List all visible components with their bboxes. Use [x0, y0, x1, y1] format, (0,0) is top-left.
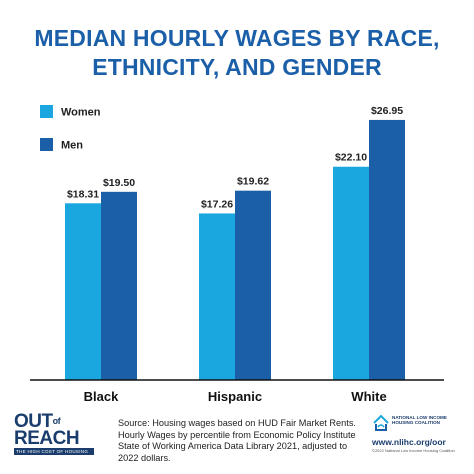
bar-white-men [369, 119, 405, 381]
house-icon [373, 414, 389, 431]
chart-title: MEDIAN HOURLY WAGES BY RACE, ETHNICITY, … [0, 24, 474, 82]
bar-label-white-women: $22.10 [335, 152, 367, 164]
bar-white-women [333, 166, 369, 380]
title-line-1: MEDIAN HOURLY WAGES BY RACE, [34, 25, 440, 51]
bar-black-men [101, 191, 137, 380]
bar-label-black-men: $19.50 [103, 177, 135, 189]
logo-out: OUT [14, 411, 53, 432]
org-url[interactable]: www.nlihc.org/oor [372, 437, 446, 447]
org-name: NATIONAL LOW INCOME HOUSING COALITION [392, 415, 447, 426]
logo-reach: REACH [14, 428, 80, 449]
category-label-hispanic: Hispanic [208, 389, 262, 404]
bar-label-white-men: $26.95 [371, 105, 403, 117]
bar-black-women [65, 203, 101, 380]
bar-hispanic-men [235, 190, 271, 380]
legend-label-women: Women [61, 107, 101, 119]
category-label-black: Black [84, 389, 119, 404]
org-copyright: ©2022 National Low Income Housing Coalit… [372, 448, 455, 453]
bar-label-hispanic-men: $19.62 [237, 176, 269, 188]
legend-swatch-men [40, 138, 53, 151]
title-line-2: ETHNICITY, AND GENDER [92, 54, 382, 80]
category-label-white: White [351, 389, 386, 404]
bar-hispanic-women [199, 213, 235, 380]
logo-tagline: THE HIGH COST OF HOUSING [14, 448, 94, 455]
bar-label-black-women: $18.31 [67, 188, 99, 200]
legend-swatch-women [40, 105, 53, 118]
bar-label-hispanic-women: $17.26 [201, 198, 233, 210]
legend-label-men: Men [61, 140, 83, 152]
logo-of: of [52, 416, 61, 426]
source-note: Source: Housing wages based on HUD Fair … [118, 418, 356, 463]
out-of-reach-logo: OUTof REACH THE HIGH COST OF HOUSING [14, 411, 94, 455]
